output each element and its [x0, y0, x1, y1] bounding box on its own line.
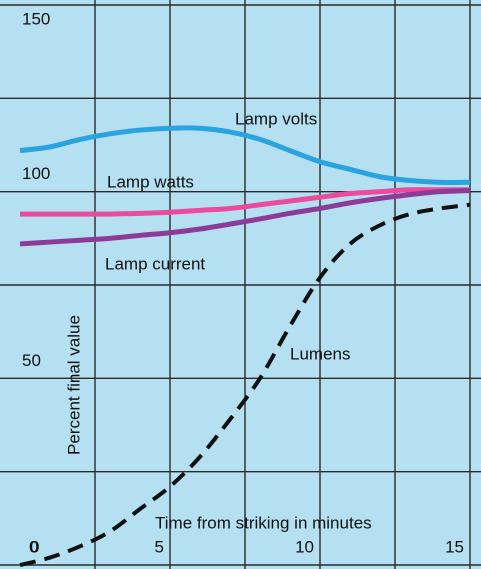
series-label: Lamp watts — [107, 172, 194, 191]
series-label: Lumens — [290, 344, 350, 363]
x-axis-label: Time from striking in minutes — [155, 513, 372, 532]
line-series — [19, 188, 471, 247]
y-tick-label: 0 — [30, 537, 39, 556]
line-series — [19, 125, 471, 185]
x-tick-label: 5 — [155, 537, 164, 556]
x-tick-label: 0 — [29, 537, 38, 556]
line-series — [20, 187, 470, 217]
series-label: Lamp current — [105, 254, 205, 273]
x-tick-label: 15 — [445, 537, 464, 556]
y-tick-label: 150 — [22, 9, 50, 28]
line-series — [19, 202, 471, 567]
series-label: Lamp volts — [235, 109, 317, 128]
y-axis-label: Percent final value — [64, 315, 83, 455]
x-tick-label: 10 — [295, 537, 314, 556]
y-tick-label: 50 — [22, 351, 41, 370]
y-tick-label: 100 — [22, 164, 50, 183]
